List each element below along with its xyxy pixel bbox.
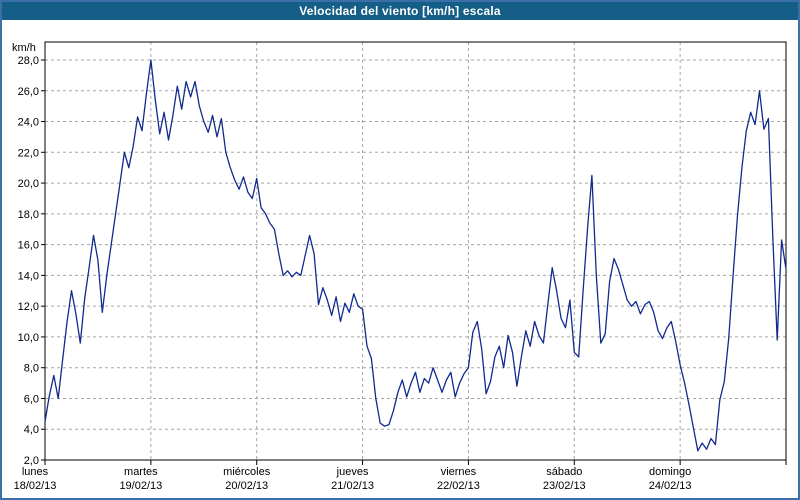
y-tick-label: 26,0 <box>18 86 39 98</box>
y-tick-label: 4,0 <box>24 424 39 436</box>
window-title: Velocidad del viento [km/h] escala <box>2 2 798 20</box>
x-date-label: 21/02/13 <box>331 480 374 492</box>
x-date-label: 22/02/13 <box>437 480 480 492</box>
y-tick-label: 8,0 <box>24 363 39 375</box>
y-tick-label: 12,0 <box>18 301 39 313</box>
y-tick-label: 24,0 <box>18 117 39 129</box>
x-day-label: martes <box>124 466 158 478</box>
wind-speed-line <box>44 59 787 452</box>
y-tick-label: 20,0 <box>18 178 39 190</box>
x-date-label: 19/02/13 <box>119 480 162 492</box>
wind-speed-chart: 2,0 4,0 6,0 8,0 10,0 12,0 14,0 16,0 18,0 20,0 22,0… <box>2 20 798 498</box>
y-tick-label: 16,0 <box>18 240 39 252</box>
y-axis-unit-label: km/h <box>12 42 36 54</box>
x-date-label: 23/02/13 <box>543 480 586 492</box>
x-day-label: jueves <box>336 466 369 478</box>
x-date-label: 20/02/13 <box>225 480 268 492</box>
x-date-label: 24/02/13 <box>649 480 692 492</box>
y-tick-label: 14,0 <box>18 270 39 282</box>
y-tick-label: 2,0 <box>24 455 39 467</box>
x-date-label: 18/02/13 <box>14 480 57 492</box>
x-day-label: viernes <box>441 466 477 478</box>
x-day-label: miércoles <box>223 466 271 478</box>
y-tick-label: 10,0 <box>18 332 39 344</box>
y-tick-label: 6,0 <box>24 393 39 405</box>
y-tick-label: 18,0 <box>18 209 39 221</box>
chart-canvas: 2,0 4,0 6,0 8,0 10,0 12,0 14,0 16,0 18,0 20,0 22,0… <box>12 41 787 492</box>
x-day-label: domingo <box>649 466 691 478</box>
y-tick-label: 28,0 <box>18 55 39 67</box>
x-day-label: lunes <box>22 466 49 478</box>
plot-border <box>44 41 787 461</box>
y-tick-label: 22,0 <box>18 147 39 159</box>
x-day-label: sábado <box>546 466 582 478</box>
